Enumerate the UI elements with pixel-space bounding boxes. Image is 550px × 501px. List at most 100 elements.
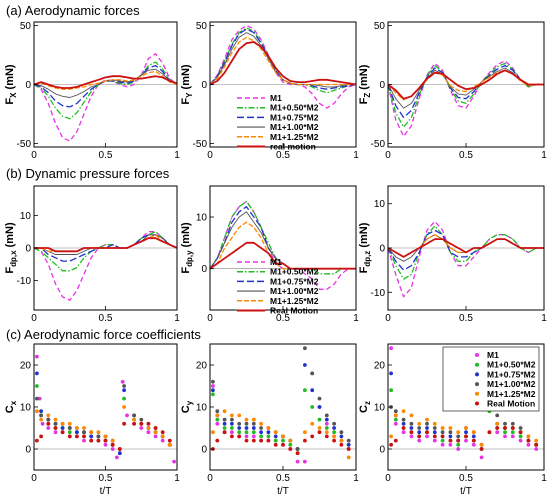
scatter-point-m1 [448, 442, 453, 447]
scatter-point-m1075m2 [244, 426, 249, 430]
series-line-real [34, 237, 178, 253]
y-axis-label-subscript: dp,y [185, 250, 194, 267]
scatter-point-m1100m2 [46, 417, 51, 422]
scatter-point-m1125m2 [324, 430, 329, 435]
scatter-point-real [67, 434, 72, 439]
scatter-point-real [339, 442, 344, 447]
y-tick-label: -50 [193, 139, 208, 150]
y-tick-label: 50 [374, 21, 386, 32]
x-tick-label: 0 [385, 473, 391, 484]
scatter-point-m1075m2 [35, 371, 39, 376]
legend-marker [475, 382, 479, 387]
scatter-point-m1100m2 [251, 421, 256, 426]
y-tick-label: 0 [201, 445, 207, 456]
legend-label: M1+1.00*M2 [487, 379, 536, 389]
x-tick-label: 0.5 [459, 473, 473, 484]
series-line-real [209, 241, 356, 270]
scatter-point-real [160, 430, 165, 435]
x-tick-label: 0 [31, 313, 37, 324]
scatter-point-real [46, 421, 51, 426]
legend-2-2: M1M1+0.50*M2M1+0.75*M2M1+1.00*M2M1+1.25*… [442, 346, 540, 412]
scatter-point-m1050m2 [230, 426, 234, 430]
scatter-point-m1050m2 [67, 430, 72, 435]
scatter-point-m1100m2 [244, 421, 249, 426]
scatter-point-m1125m2 [82, 426, 86, 430]
legend-label: M1 [487, 350, 499, 360]
x-axis-label: t/T [460, 486, 472, 497]
scatter-point-m1075m2 [230, 421, 234, 426]
scatter-point-m1100m2 [211, 379, 215, 384]
scatter-point-m1100m2 [215, 409, 220, 414]
scatter-point-m1125m2 [211, 430, 215, 435]
legend-label: M1+1.00*M2 [270, 286, 319, 296]
scatter-point-m1125m2 [310, 421, 315, 426]
x-tick-label: 0 [385, 313, 391, 324]
x-tick-label: 0 [207, 313, 213, 324]
scatter-point-m1125m2 [456, 430, 461, 435]
scatter-point-m1050m2 [281, 438, 285, 443]
series-line-m1050m2 [387, 225, 544, 280]
scatter-point-m1075m2 [389, 371, 393, 376]
scatter-point-m1075m2 [60, 426, 65, 430]
scatter-point-real [518, 430, 523, 435]
scatter-point-m1050m2 [393, 417, 398, 422]
y-tick-label: 0 [25, 80, 31, 91]
x-tick-label: 0.5 [276, 313, 290, 324]
plot-frame [209, 343, 357, 471]
scatter-point-m1100m2 [346, 438, 351, 443]
scatter-point-m1100m2 [39, 413, 43, 418]
scatter-point-m1100m2 [122, 384, 126, 388]
scatter-point-m1075m2 [222, 421, 227, 426]
scatter-point-real [273, 442, 278, 447]
scatter-point-m1100m2 [339, 430, 344, 435]
series-line-real [33, 75, 178, 89]
y-axis-label-subscript: dp,x [9, 250, 18, 267]
y-tick-label: 10 [374, 199, 386, 210]
scatter-point-m1125m2 [346, 455, 351, 460]
scatter-point-m1 [46, 426, 51, 430]
scatter-point-m1100m2 [456, 434, 461, 439]
scatter-point-m1125m2 [448, 426, 453, 430]
scatter-point-real [295, 451, 300, 456]
series-line-m1100m2 [209, 32, 356, 88]
series-line-m1 [387, 220, 544, 298]
y-axis-label-subscript: X [9, 92, 18, 98]
scatter-point-m1075m2 [448, 434, 453, 439]
scatter-point-m1125m2 [534, 438, 539, 443]
scatter-point-m1125m2 [393, 413, 398, 418]
series-line-m1 [209, 24, 357, 109]
legend-label: M1 [270, 93, 282, 103]
y-tick-label: 10 [196, 403, 208, 414]
scatter-point-m1125m2 [230, 413, 234, 418]
scatter-point-real [230, 434, 234, 439]
scatter-point-m1075m2 [237, 426, 242, 430]
x-tick-label: 0 [385, 150, 391, 161]
scatter-point-m1125m2 [401, 409, 406, 414]
scatter-point-m1050m2 [244, 430, 249, 435]
x-tick-label: 0.5 [459, 313, 473, 324]
scatter-point-m1 [440, 442, 445, 447]
y-axis-label-subscript: z [363, 401, 372, 405]
scatter-point-m1100m2 [67, 426, 72, 430]
y-tick-label: -10 [17, 276, 32, 287]
scatter-point-m1075m2 [425, 426, 429, 430]
x-tick-label: 0 [207, 473, 213, 484]
scatter-point-m1 [503, 434, 507, 439]
scatter-point-m1125m2 [46, 413, 51, 418]
scatter-point-m1125m2 [281, 434, 285, 439]
scatter-point-m1 [456, 447, 461, 451]
y-axis-label-subscript: x [9, 400, 18, 405]
legend-label: M1+1.25*M2 [270, 296, 319, 306]
legend-label: M1+0.75*M2 [270, 112, 319, 122]
scatter-point-m1075m2 [409, 426, 414, 430]
panel-1-2: 0 0.5 1 -10 0 10 Fdp,z (mN) [358, 185, 547, 324]
scatter-point-m1050m2 [303, 388, 307, 393]
scatter-point-m1 [125, 413, 129, 418]
scatter-point-real [288, 447, 293, 451]
scatter-point-real [389, 442, 393, 447]
scatter-point-m1050m2 [222, 426, 227, 430]
scatter-point-m1075m2 [211, 388, 215, 393]
y-tick-label: 10 [374, 403, 386, 414]
